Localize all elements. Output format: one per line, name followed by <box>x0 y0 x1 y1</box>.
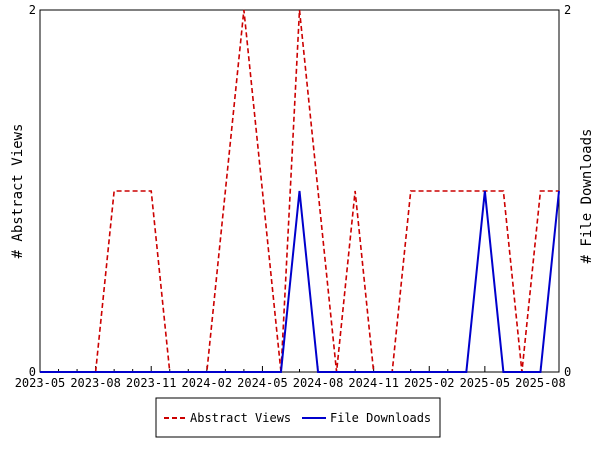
series-line-file-downloads <box>40 190 560 373</box>
y-left-tick-label-min: 0 <box>29 365 36 379</box>
x-tick-label: 2023-05 <box>15 376 66 390</box>
series-line-abstract-views <box>40 9 559 373</box>
x-tick-label: 2023-11 <box>126 376 177 390</box>
x-tick-label: 2023-08 <box>70 376 121 390</box>
legend-label-abstract-views: Abstract Views <box>190 411 291 425</box>
y-right-tick-label-max: 2 <box>564 3 571 17</box>
x-tick-label: 2024-11 <box>348 376 399 390</box>
x-tick-label: 2025-05 <box>460 376 511 390</box>
y-right-tick-label-min: 0 <box>564 365 571 379</box>
x-tick-label: 2025-02 <box>404 376 455 390</box>
x-tick-label: 2025-08 <box>515 376 566 390</box>
y-left-tick-label-max: 2 <box>29 3 36 17</box>
y-axis-right-label: # File Downloads <box>579 129 595 264</box>
legend: Abstract Views File Downloads <box>155 397 441 438</box>
x-tick-labels: 2023-05 2023-08 2023-11 2024-02 2024-05 2024-… <box>15 376 566 390</box>
x-tick-label: 2024-02 <box>182 376 233 390</box>
legend-label-file-downloads: File Downloads <box>330 411 431 425</box>
legend-box <box>155 397 441 438</box>
y-axis-left-label: # Abstract Views <box>10 124 26 259</box>
x-tick-label: 2024-08 <box>293 376 344 390</box>
x-tick-label: 2024-05 <box>237 376 288 390</box>
